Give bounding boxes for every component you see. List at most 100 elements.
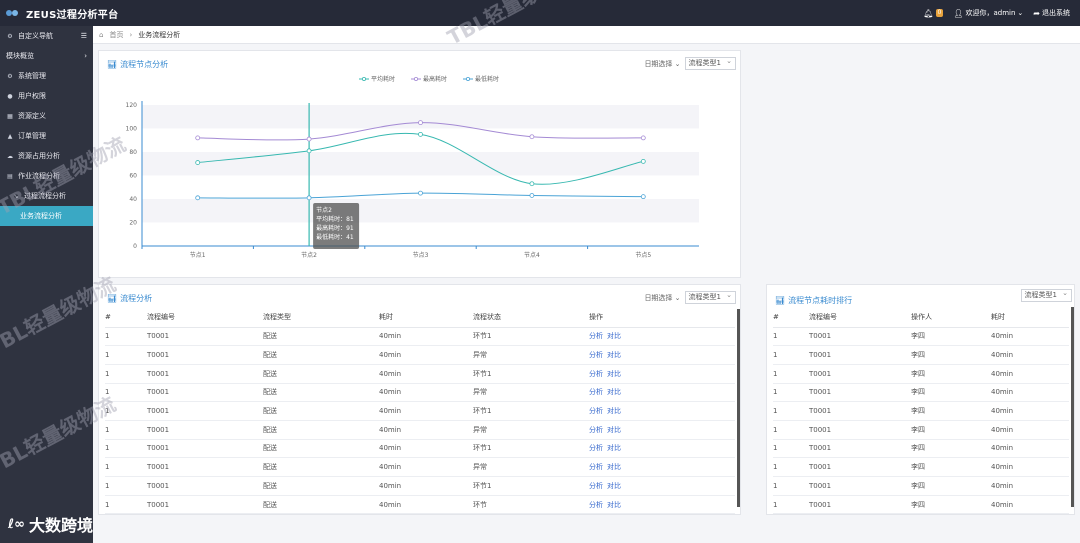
table-cell: T0001 <box>809 420 911 440</box>
flow-type-select[interactable]: 流程类型1 <box>684 290 736 304</box>
x-tick-label: 节点1 <box>190 251 206 259</box>
table-cell: 1 <box>773 495 809 515</box>
data-point <box>195 160 201 165</box>
notification-badge: 0 <box>935 9 944 17</box>
date-picker[interactable]: 日期选择 ⌄ <box>644 293 681 302</box>
table-cell: 40min <box>991 383 1069 403</box>
compare-link[interactable]: 对比 <box>607 351 621 360</box>
table-cell: 配送 <box>263 495 379 515</box>
table-cell: 1 <box>105 457 147 477</box>
analyze-link[interactable]: 分析 <box>589 332 603 341</box>
analyze-link[interactable]: 分析 <box>589 444 603 453</box>
sidebar-item-system[interactable]: ⚙ 系统管理 <box>0 66 93 86</box>
table-cell: 1 <box>773 457 809 477</box>
analyze-link[interactable]: 分析 <box>589 463 603 472</box>
menu-toggle-icon[interactable]: ☰ <box>80 32 87 40</box>
sidebar-header-label: 自定义导航 <box>18 32 53 40</box>
sidebar-item-resource-analysis[interactable]: ☁ 资源占用分析 <box>0 146 93 166</box>
legend-label: 平均耗时 <box>371 75 395 83</box>
share-icon: ➦ <box>1033 8 1040 18</box>
table-cell: 1 <box>773 327 809 347</box>
analyze-link[interactable]: 分析 <box>589 369 603 378</box>
sidebar-item-process-analysis[interactable]: ↘ 过程流程分析 <box>0 186 93 206</box>
table-cell: 1 <box>105 345 147 365</box>
table-cell: 40min <box>991 364 1069 384</box>
table-row: 1 T0001 李四 40min <box>773 495 1069 515</box>
table-cell: 1 <box>773 345 809 365</box>
analyze-link[interactable]: 分析 <box>589 351 603 360</box>
table-cell: 40min <box>991 420 1069 440</box>
table-cell: 1 <box>773 383 809 403</box>
compare-link[interactable]: 对比 <box>607 481 621 490</box>
analyze-link[interactable]: 分析 <box>589 425 603 434</box>
chevron-right-icon: › <box>84 52 87 60</box>
compare-link[interactable]: 对比 <box>607 500 621 509</box>
table-row: 1 T0001 李四 40min <box>773 383 1069 403</box>
data-point <box>418 120 423 126</box>
grid-band <box>142 152 699 176</box>
analyze-link[interactable]: 分析 <box>589 500 603 509</box>
gear-icon: ⚙ <box>7 72 13 80</box>
date-picker[interactable]: 日期选择 ⌄ <box>644 59 681 68</box>
table-cell: T0001 <box>809 439 911 459</box>
x-tick-label: 节点5 <box>635 251 651 259</box>
compare-link[interactable]: 对比 <box>607 407 621 416</box>
compare-link[interactable]: 对比 <box>607 463 621 472</box>
row-actions: 分析 对比 <box>589 457 735 477</box>
table-cell: 环节1 <box>473 364 589 384</box>
notification-button[interactable]: 🔔︎ 0 <box>923 9 944 18</box>
table-cell: 40min <box>379 476 473 496</box>
table-cell: 40min <box>991 327 1069 347</box>
compare-link[interactable]: 对比 <box>607 369 621 378</box>
compare-link[interactable]: 对比 <box>607 425 621 434</box>
user-menu[interactable]: 👤︎ 欢迎你，admin ⌄ <box>953 8 1023 18</box>
row-actions: 分析 对比 <box>589 327 735 347</box>
tooltip-line: 最高耗时：91 <box>316 224 354 232</box>
table-cell: T0001 <box>147 439 263 459</box>
analyze-link[interactable]: 分析 <box>589 388 603 397</box>
doc-icon: ▤ <box>7 172 13 180</box>
sidebar-item-orders[interactable]: ▲ 订单管理 <box>0 126 93 146</box>
sidebar-item-resources[interactable]: ▦ 资源定义 <box>0 106 93 126</box>
compare-link[interactable]: 对比 <box>607 332 621 341</box>
table-cell: 1 <box>773 420 809 440</box>
flow-type-select[interactable]: 流程类型1 <box>1020 288 1072 302</box>
breadcrumb-home[interactable]: 首页 <box>109 30 124 39</box>
sidebar-item-job-analysis[interactable]: ▤ 作业流程分析 <box>0 166 93 186</box>
table-cell: 40min <box>379 495 473 515</box>
sidebar-group-label: 模块概览 <box>6 52 34 60</box>
sidebar-item-business-analysis[interactable]: 业务流程分析 <box>0 206 93 226</box>
table-cell: T0001 <box>147 495 263 515</box>
legend-marker <box>465 77 470 82</box>
sidebar-group-overview[interactable]: 模块概览 › <box>0 46 93 66</box>
flow-type-select[interactable]: 流程类型1 <box>684 56 736 70</box>
chart-tooltip <box>313 203 360 249</box>
scrollbar[interactable] <box>737 309 740 507</box>
scrollbar[interactable] <box>1071 307 1074 507</box>
logout-button[interactable]: ➦ 退出系统 <box>1033 8 1070 18</box>
analyze-link[interactable]: 分析 <box>589 407 603 416</box>
table-cell: 配送 <box>263 383 379 403</box>
compare-link[interactable]: 对比 <box>607 388 621 397</box>
table-cell: 李四 <box>911 364 991 384</box>
table-cell: 1 <box>105 364 147 384</box>
compare-link[interactable]: 对比 <box>607 444 621 453</box>
sidebar-item-users[interactable]: ● 用户权限 <box>0 86 93 106</box>
brand-text: 大数跨境 <box>28 516 93 535</box>
y-tick-label: 80 <box>129 149 137 156</box>
column-header: 流程编号 <box>809 308 911 328</box>
sidebar-custom-nav[interactable]: ⚙ 自定义导航 ☰ <box>0 26 93 46</box>
rank-table: # 流程编号 操作人 耗时 1 T0001 李四 40min 1 T0001 李四 40min 1 T0… <box>773 308 1069 515</box>
analyze-link[interactable]: 分析 <box>589 481 603 490</box>
legend-marker <box>413 77 418 82</box>
table-row: 1 T0001 配送 40min 异常 分析 对比 <box>105 383 735 403</box>
chart-icon: 📊︎ <box>107 294 118 303</box>
table-row: 1 T0001 配送 40min 环节1 分析 对比 <box>105 401 735 421</box>
row-actions: 分析 对比 <box>589 420 735 440</box>
table-row: 1 T0001 李四 40min <box>773 401 1069 421</box>
column-header: 流程类型 <box>263 308 379 328</box>
chart-panel: 📊︎ 流程节点分析 日期选择 ⌄ 流程类型1 0 20 40 60 80 100 120 节点… <box>98 50 741 278</box>
table-cell: T0001 <box>809 476 911 496</box>
data-point <box>195 195 201 201</box>
